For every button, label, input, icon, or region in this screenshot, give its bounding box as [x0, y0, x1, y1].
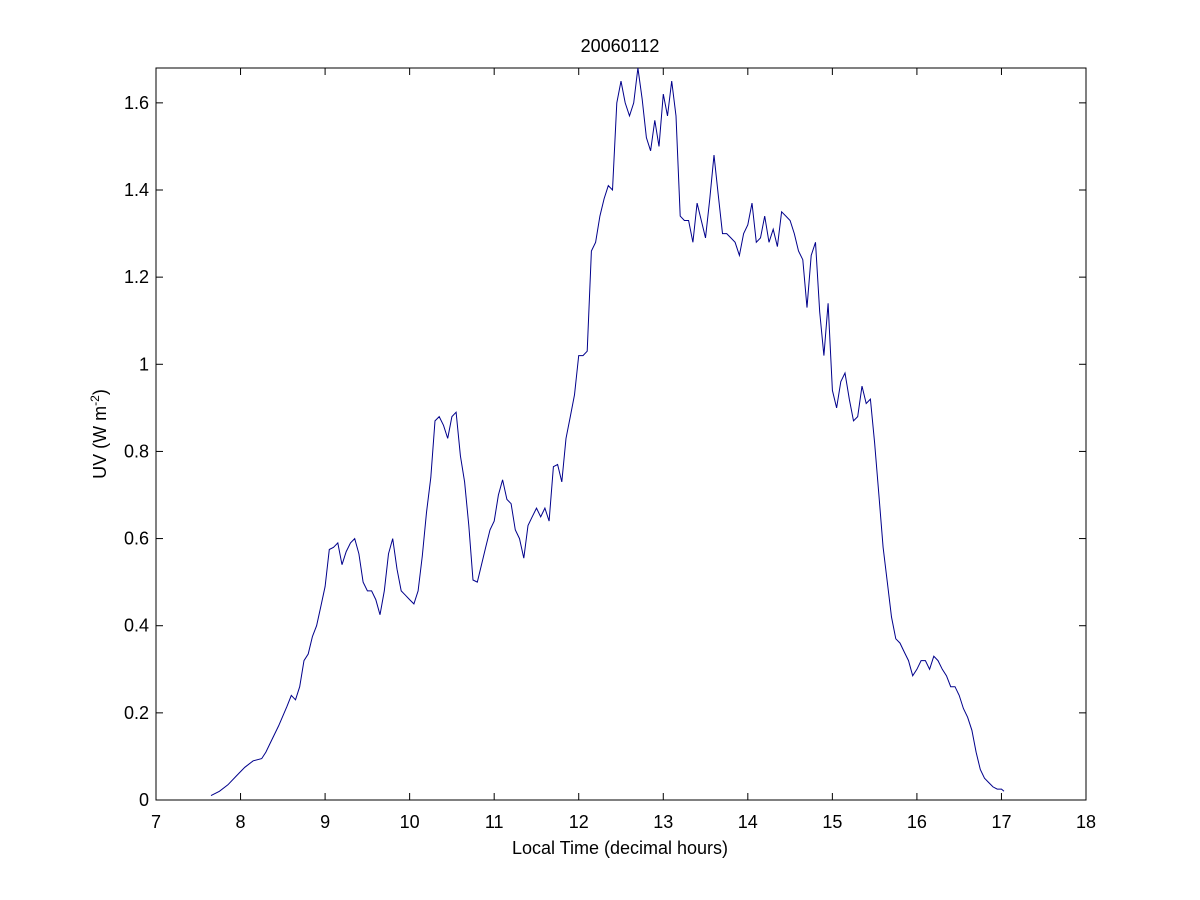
y-axis-label-close: )	[90, 389, 110, 395]
y-tick-label: 0.8	[124, 441, 149, 461]
series-layer	[210, 67, 1005, 797]
chart-title: 20060112	[581, 36, 660, 56]
series-line	[210, 67, 1005, 797]
x-tick-label: 7	[151, 812, 161, 832]
x-tick-label: 9	[320, 812, 330, 832]
y-tick-label: 0.6	[124, 529, 149, 549]
x-tick-label: 15	[822, 812, 842, 832]
x-axis-label: Local Time (decimal hours)	[512, 838, 728, 858]
y-axis-label-superscript: -2	[88, 395, 102, 406]
x-tick-label: 11	[485, 812, 504, 832]
x-tick-label: 13	[653, 812, 673, 832]
y-tick-label: 0.4	[124, 616, 149, 636]
y-tick-label: 1	[139, 354, 149, 374]
y-axis-label-main: UV (W m	[90, 406, 110, 479]
y-tick-label: 1.4	[124, 180, 149, 200]
y-tick-label: 0	[139, 790, 149, 810]
x-tick-label: 16	[907, 812, 927, 832]
y-tick-label: 1.6	[124, 93, 149, 113]
x-tick-label: 14	[738, 812, 758, 832]
y-axis-label: UV (W m-2)	[88, 389, 110, 479]
x-tick-label: 18	[1076, 812, 1096, 832]
x-tick-label: 10	[400, 812, 420, 832]
x-tick-label: 8	[236, 812, 246, 832]
y-tick-label: 0.2	[124, 703, 149, 723]
x-axis-ticks: 7 8 9 10 11 12 13 14 15 16 17 18	[151, 68, 1096, 832]
plot-area-frame	[155, 67, 1087, 801]
x-tick-label: 12	[569, 812, 589, 832]
y-tick-label: 1.2	[124, 267, 149, 287]
x-tick-label: 17	[991, 812, 1011, 832]
y-axis-ticks: 0 0.2 0.4 0.6 0.8 1 1.2 1.4 1.6	[124, 93, 1086, 810]
